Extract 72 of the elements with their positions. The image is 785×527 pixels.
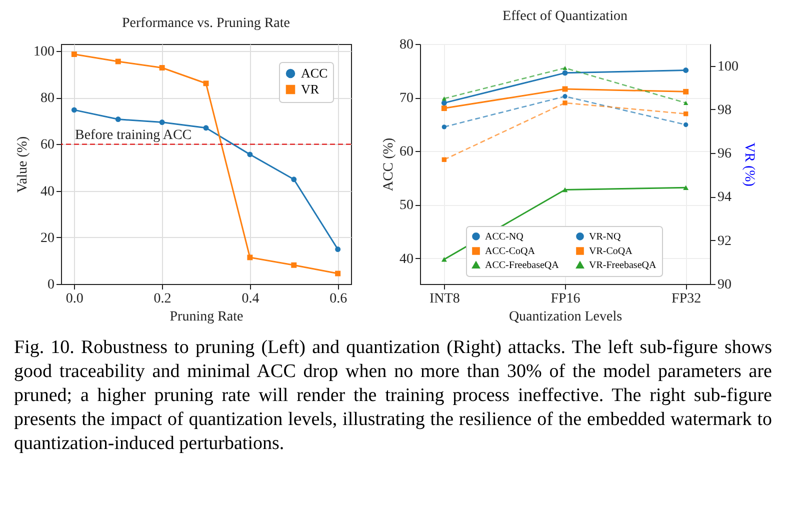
point: [442, 96, 447, 101]
legend-label: ACC-CoQA: [485, 246, 536, 257]
chart-title: Effect of Quantization: [502, 9, 628, 24]
y2-tick-label: 94: [718, 190, 732, 206]
point: [203, 125, 209, 131]
legend-label: VR: [301, 82, 320, 96]
point: [562, 70, 568, 76]
x-tick-label: FP16: [550, 292, 580, 306]
y-tick-label: 20: [40, 230, 54, 246]
point: [562, 187, 568, 192]
point: [683, 68, 689, 73]
y-tick-label: 60: [400, 144, 414, 160]
x-axis-title: Quantization Levels: [508, 310, 622, 324]
y-tick-label: 50: [400, 198, 414, 214]
y2-axis-title: VR (%): [742, 142, 756, 187]
x-tick-label: 0.4: [242, 292, 260, 306]
point: [562, 66, 568, 70]
y2-tick-label: 98: [718, 102, 732, 118]
y-axis-title: ACC (%): [382, 138, 396, 192]
legend-label: VR-NQ: [589, 231, 622, 242]
y2-tick-label: 100: [718, 59, 738, 74]
point: [71, 52, 77, 57]
y-tick-label: 80: [40, 91, 54, 106]
legend-label: ACC: [301, 66, 328, 80]
point: [683, 122, 688, 128]
point: [159, 65, 165, 71]
point: [291, 176, 297, 182]
y-tick-label: 40: [40, 184, 54, 200]
point: [442, 124, 447, 130]
y-tick-label: 80: [400, 38, 414, 52]
point: [71, 107, 77, 113]
point: [115, 58, 121, 64]
y2-tick-label: 90: [718, 278, 732, 292]
caption: Fig. 10. Robustness to pruning (Left) and quantization (Right) attacks. The left sub-figure shows good traceability and minimal ACC drop when no more than 30% of the model parameters are pruned; a higher pruning rate will render the training process ineffective. The right sub-figure presents the impact of quantization levels, illustrating the resilience of the embedded watermark to quantization-induced perturbations.: [14, 336, 772, 456]
y2-tick-label: 92: [718, 234, 732, 249]
point: [441, 100, 447, 106]
legend-label: ACC-FreebaseQA: [485, 260, 560, 271]
point: [115, 116, 121, 122]
x-tick-label: FP32: [672, 292, 702, 306]
y-tick-label: 40: [400, 252, 414, 267]
y-tick-label: 60: [40, 138, 54, 153]
point: [441, 256, 447, 262]
point: [247, 152, 253, 158]
point: [291, 262, 297, 268]
x-axis-title: Pruning Rate: [170, 310, 244, 324]
ref-line-label: Before training ACC: [75, 128, 192, 144]
point: [159, 120, 165, 126]
y-tick-label: 0: [48, 278, 54, 292]
x-tick-label: 0.2: [154, 292, 172, 306]
point: [562, 100, 568, 106]
x-tick-label: 0.0: [66, 292, 84, 306]
point: [247, 254, 253, 260]
point: [683, 185, 689, 190]
y-tick-label: 70: [400, 91, 414, 106]
point: [683, 111, 688, 116]
point: [442, 157, 447, 162]
point: [203, 80, 209, 86]
y-axis-title: Value (%): [16, 136, 30, 193]
y2-tick-label: 96: [718, 146, 732, 162]
point: [441, 106, 447, 112]
x-tick-label: INT8: [430, 292, 460, 306]
y-tick-label: 100: [34, 44, 54, 60]
x-tick-label: 0.6: [330, 292, 348, 306]
point: [335, 246, 341, 252]
point: [335, 270, 341, 276]
legend-label: ACC-NQ: [485, 231, 524, 242]
point: [562, 94, 568, 99]
point: [683, 88, 689, 94]
chart-title: Performance vs. Pruning Rate: [122, 16, 290, 31]
legend-label: VR-FreebaseQA: [589, 260, 657, 271]
point: [683, 100, 688, 105]
legend-label: VR-CoQA: [589, 246, 634, 257]
